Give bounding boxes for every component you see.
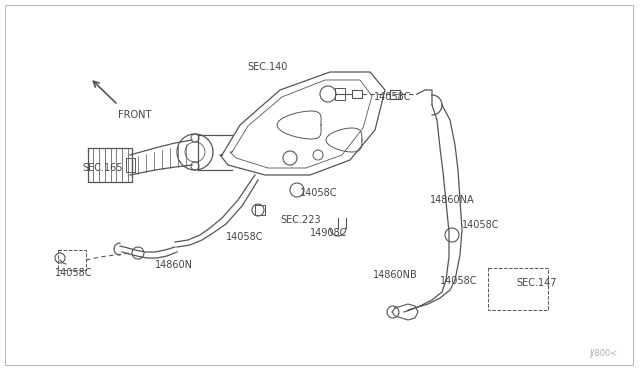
Text: SEC.147: SEC.147 <box>516 278 557 288</box>
Bar <box>58 250 86 270</box>
Text: SEC.165: SEC.165 <box>82 163 122 173</box>
Text: 14058C: 14058C <box>462 220 499 230</box>
Text: SEC.140: SEC.140 <box>247 62 287 72</box>
Text: SEC.223: SEC.223 <box>280 215 321 225</box>
Text: 14860NB: 14860NB <box>373 270 418 280</box>
Text: J/800<: J/800< <box>589 349 618 358</box>
Text: 14058C: 14058C <box>226 232 264 242</box>
Text: 14058C: 14058C <box>440 276 477 286</box>
Text: 14860N: 14860N <box>155 260 193 270</box>
Text: 14860NA: 14860NA <box>430 195 475 205</box>
Bar <box>488 268 548 310</box>
Text: 14058C: 14058C <box>374 92 412 102</box>
Text: 14908C: 14908C <box>310 228 348 238</box>
Text: 14058C: 14058C <box>55 268 93 278</box>
Text: 14058C: 14058C <box>300 188 337 198</box>
Text: FRONT: FRONT <box>118 110 152 120</box>
